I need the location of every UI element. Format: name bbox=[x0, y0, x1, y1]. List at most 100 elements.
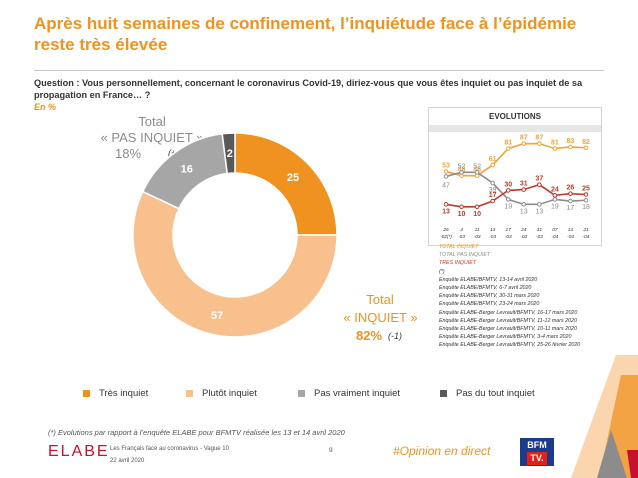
title-divider bbox=[34, 70, 604, 71]
series-value-label: 81 bbox=[551, 140, 559, 147]
legend-item-pas-vraiment-inquiet: Pas vraiment inquiet bbox=[298, 388, 400, 399]
legend-label: Pas du tout inquiet bbox=[456, 388, 535, 399]
series-point bbox=[459, 170, 464, 175]
legend-item-tres-inquiet: Très inquiet bbox=[83, 388, 148, 399]
series-point bbox=[568, 144, 573, 150]
series-value-label: 52 bbox=[473, 163, 481, 170]
total-pas-inquiet-pct: 18% bbox=[115, 146, 142, 161]
series-point bbox=[537, 141, 542, 146]
donut-slice-label: 2 bbox=[227, 148, 233, 160]
x-tick-label: -04 bbox=[567, 234, 574, 240]
legend-label: Très inquiet bbox=[99, 388, 149, 399]
hashtag: #Opinion en direct bbox=[393, 444, 491, 458]
series-point bbox=[443, 169, 449, 174]
series-point bbox=[552, 146, 558, 151]
total-inquiet-pct: 82% bbox=[356, 328, 383, 343]
series-value-label: 17 bbox=[489, 192, 497, 199]
series-point bbox=[521, 202, 527, 207]
note-source: Enquête ELABE-Berger Levrault/BFMTV, 3-4… bbox=[439, 334, 572, 341]
x-tick-label: -02(*) bbox=[440, 234, 452, 240]
series-point bbox=[474, 204, 480, 210]
series-point bbox=[537, 182, 542, 187]
series-point bbox=[552, 193, 558, 198]
series-value-label: 25 bbox=[582, 186, 590, 193]
series-value-label: 19 bbox=[504, 203, 512, 210]
note-source: Enquête ELABE/BFMTV, 23-24 mars 2020 bbox=[439, 301, 540, 308]
series-value-label: 87 bbox=[535, 135, 543, 142]
series-value-label: 37 bbox=[535, 176, 543, 183]
series-point bbox=[490, 162, 495, 168]
donut-slice bbox=[221, 132, 236, 175]
total-inquiet-label: Total bbox=[366, 292, 394, 307]
series-value-label: 10 bbox=[458, 211, 466, 218]
note-source: Enquête ELABE/BFMTV, 30-31 mars 2020 bbox=[439, 293, 540, 300]
evolutions-panel: EVOLUTIONS bbox=[428, 107, 602, 246]
series-value-label: 10 bbox=[473, 211, 481, 218]
x-tick-label: 07 bbox=[552, 227, 558, 233]
series-point bbox=[583, 192, 589, 197]
evolutions-line-chart: 5348486181878781838247525239191313191718… bbox=[440, 135, 590, 240]
note-source: Enquête ELABE-Berger Levrault/BFMTV, 10-… bbox=[439, 326, 577, 333]
series-value-label: 81 bbox=[504, 140, 512, 147]
x-tick-label: -03 bbox=[536, 234, 543, 240]
series-value-label: 47 bbox=[442, 182, 450, 189]
series-line bbox=[445, 183, 587, 208]
evolutions-title: EVOLUTIONS bbox=[488, 112, 541, 121]
question-text: Question : Vous personnellement, concern… bbox=[34, 78, 583, 100]
series-value-label: 61 bbox=[489, 156, 497, 163]
donut-slice bbox=[234, 132, 338, 236]
evolutions-notes: TOTAL INQUIET TOTAL PAS INQUIET TRES INQ… bbox=[439, 243, 609, 350]
x-tick-label: 11 bbox=[475, 227, 480, 233]
page-title: Après huit semaines de confinement, l’in… bbox=[34, 14, 577, 54]
tv-text: TV. bbox=[527, 452, 547, 465]
x-tick-label: 24 bbox=[520, 227, 527, 233]
x-tick-label: 31 bbox=[537, 227, 543, 233]
legend-swatch bbox=[186, 390, 193, 397]
donut-slice-label: 16 bbox=[181, 164, 193, 176]
legend-swatch bbox=[83, 390, 90, 397]
note-source: Enquête ELABE/BFMTV, 13-14 avril 2020 bbox=[439, 276, 538, 283]
legend-item-pas-du-tout-inquiet: Pas du tout inquiet bbox=[440, 388, 535, 399]
series-point bbox=[459, 204, 464, 210]
note-source: Enquête ELABE-Berger Levrault/BFMTV, 11-… bbox=[439, 317, 577, 324]
series-value-label: 17 bbox=[567, 205, 575, 212]
series-point bbox=[443, 174, 449, 179]
bfm-text: BFM bbox=[527, 440, 547, 450]
unit-note: En % bbox=[34, 102, 57, 112]
elabe-logo: ELABE bbox=[48, 443, 110, 460]
series-value-label: 87 bbox=[520, 135, 528, 142]
x-tick-label: -03 bbox=[489, 234, 496, 240]
total-pas-inquiet-label: Total bbox=[138, 114, 166, 129]
note-source: Enquête ELABE-Berger Levrault/BFMTV, 16-… bbox=[439, 309, 578, 316]
bfmtv-logo: BFM TV. bbox=[520, 438, 554, 466]
series-value-label: 13 bbox=[535, 208, 543, 215]
x-tick-label: -04 bbox=[551, 234, 558, 240]
series-point bbox=[474, 170, 480, 175]
series-point bbox=[505, 197, 511, 202]
deco-shape-grey bbox=[597, 430, 627, 478]
donut-slice bbox=[132, 190, 338, 338]
donut-legend: Très inquiet Plutôt inquiet Pas vraiment… bbox=[0, 388, 638, 402]
series-line bbox=[445, 171, 587, 206]
series-value-label: 19 bbox=[551, 203, 559, 210]
x-tick-label: -03 bbox=[520, 234, 527, 240]
legend-label: Plutôt inquiet bbox=[202, 388, 257, 399]
series-point bbox=[568, 191, 573, 196]
series-point bbox=[490, 198, 495, 204]
series-value-label: 26 bbox=[567, 185, 575, 192]
series-value-label: 53 bbox=[442, 163, 450, 170]
x-tick-label: 14 bbox=[568, 227, 574, 233]
total-inquiet-delta: (-1) bbox=[388, 331, 402, 341]
study-name: Les Français face au coronavirus - Vague… bbox=[110, 446, 229, 452]
series-value-label: 82 bbox=[582, 139, 590, 146]
series-value-label: 39 bbox=[489, 187, 497, 194]
series-value-label: 31 bbox=[520, 181, 528, 188]
series-point bbox=[521, 187, 527, 192]
note-star: (*) bbox=[439, 268, 445, 275]
series-point bbox=[537, 202, 542, 207]
page-number: 9 bbox=[329, 447, 333, 454]
series-point bbox=[443, 202, 449, 207]
decorative-triangle-logo bbox=[571, 355, 638, 478]
legend-swatch bbox=[440, 390, 447, 397]
x-tick-label: -03 bbox=[458, 234, 465, 240]
